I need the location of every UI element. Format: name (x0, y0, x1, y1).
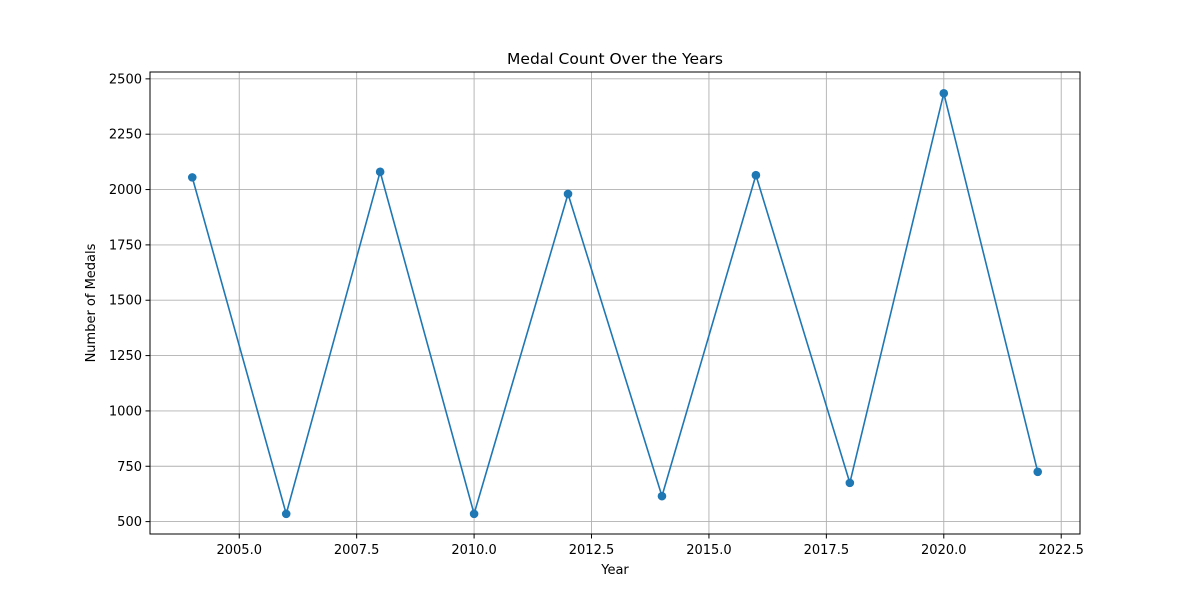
y-tick-label: 1750 (109, 238, 142, 253)
data-point (469, 509, 479, 519)
chart-title: Medal Count Over the Years (507, 50, 723, 68)
data-point (375, 167, 385, 177)
series-layer (187, 88, 1043, 519)
y-tick-label: 1500 (109, 294, 142, 309)
data-point (657, 491, 667, 501)
y-tick-label: 500 (117, 515, 142, 530)
x-tick-label: 2010.0 (451, 543, 497, 558)
y-tick-label: 2500 (109, 72, 142, 87)
data-point (939, 88, 949, 98)
y-tick-label: 2250 (109, 128, 142, 143)
ticks: 2005.0 2007.5 2010.0 2012.5 2015.0 2017.5 2020… (109, 72, 1084, 558)
data-point (751, 170, 761, 180)
data-point (563, 189, 573, 199)
x-tick-label: 2020.0 (921, 543, 967, 558)
y-tick-label: 1000 (109, 404, 142, 419)
x-tick-label: 2005.0 (216, 543, 262, 558)
data-point (187, 173, 197, 182)
y-axis-label: Number of Medals (84, 243, 99, 362)
x-tick-label: 2012.5 (569, 543, 615, 558)
grid (150, 72, 1080, 534)
plot-frame (149, 71, 1081, 535)
x-tick-label: 2007.5 (334, 543, 380, 558)
axes (149, 71, 1081, 535)
y-tick-label: 2000 (109, 183, 142, 198)
y-tick-label: 1250 (109, 349, 142, 364)
x-axis-label: Year (600, 563, 629, 578)
x-tick-label: 2022.5 (1038, 543, 1084, 558)
x-tick-label: 2015.0 (686, 543, 732, 558)
data-point (845, 478, 855, 488)
series-line (191, 92, 1039, 515)
y-tick-label: 750 (117, 460, 142, 475)
data-point (1033, 467, 1043, 477)
x-tick-label: 2017.5 (804, 543, 850, 558)
data-point (281, 509, 291, 519)
